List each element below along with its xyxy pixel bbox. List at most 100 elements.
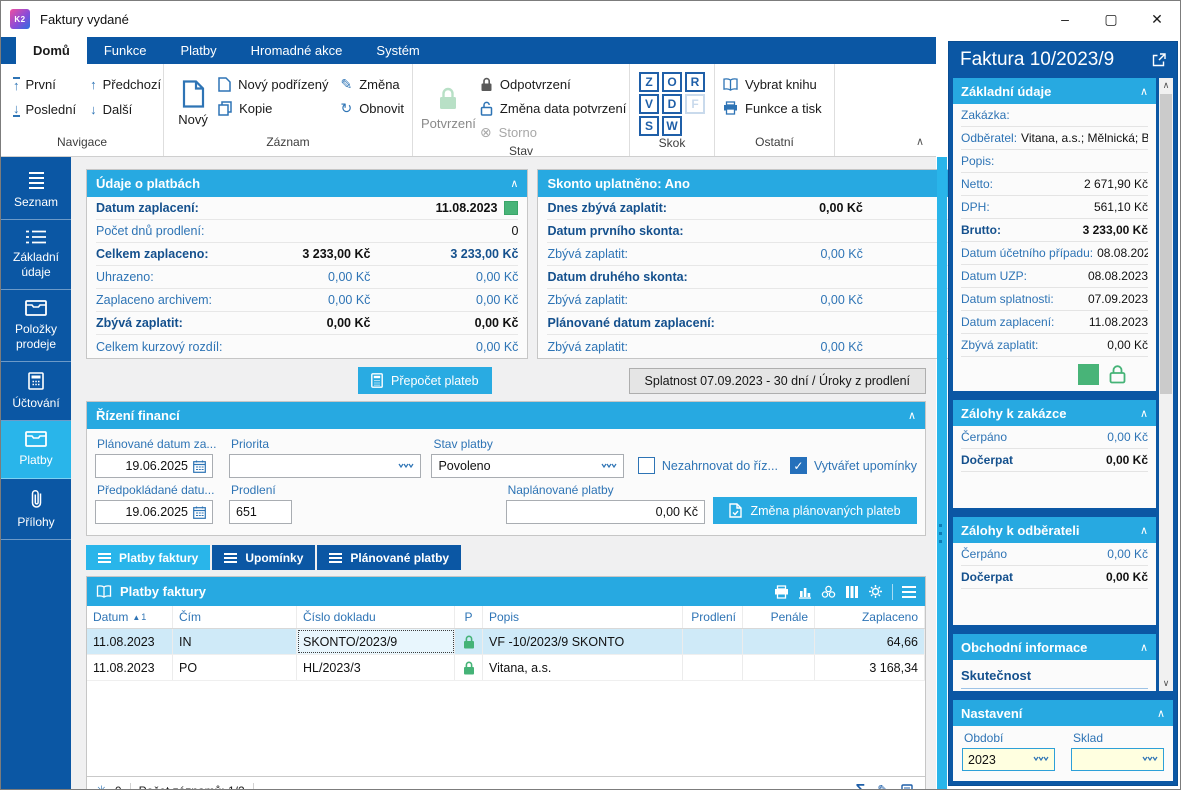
- edit-pencil-icon[interactable]: ✎: [877, 782, 889, 790]
- sidebar-item-zakladni-udaje[interactable]: Základní údaje: [1, 220, 71, 291]
- exclude-from-finance-checkbox[interactable]: [637, 457, 655, 474]
- column-header-penale[interactable]: Penále: [743, 606, 815, 628]
- column-header-zaplaceno[interactable]: Zaplaceno: [815, 606, 925, 628]
- period-combo[interactable]: 2023: [962, 748, 1055, 771]
- column-header-popis[interactable]: Popis: [483, 606, 683, 628]
- calendar-icon[interactable]: [193, 506, 206, 519]
- first-button[interactable]: ↑ První: [13, 77, 56, 93]
- collapse-icon[interactable]: ∧: [510, 178, 519, 190]
- select-book-button[interactable]: Vybrat knihu: [723, 72, 822, 96]
- sidebar-item-prilohy[interactable]: Přílohy: [1, 479, 71, 541]
- sidebar-item-polozky-prodeje[interactable]: Položky prodeje: [1, 290, 71, 362]
- jump-key-o[interactable]: O: [662, 72, 682, 92]
- refresh-button[interactable]: ↻ Obnovit: [340, 100, 404, 116]
- column-header-prodleni[interactable]: Prodlení: [683, 606, 743, 628]
- ribbon-tab-domu[interactable]: Domů: [16, 37, 87, 64]
- ribbon-collapse-icon[interactable]: ∧: [915, 136, 924, 148]
- detail-tab-bar: Platby faktury Upomínky Plánované platby: [86, 545, 926, 570]
- unconfirm-button[interactable]: Odpotvrzení: [480, 72, 626, 96]
- tab-planovane-platby[interactable]: Plánované platby: [317, 545, 462, 570]
- drawer-icon: [25, 300, 47, 317]
- chart-icon[interactable]: [798, 585, 812, 599]
- table-row[interactable]: 11.08.2023 IN SKONTO/2023/9 VF -10/2023/…: [87, 629, 925, 655]
- table-row[interactable]: 11.08.2023 PO HL/2023/3 Vitana, a.s. 3 1…: [87, 655, 925, 681]
- sidebar-item-platby[interactable]: Platby: [1, 421, 71, 479]
- add-document-icon[interactable]: [901, 783, 916, 789]
- jump-key-z[interactable]: Z: [639, 72, 659, 92]
- change-planned-payments-button[interactable]: Změna plánovaných plateb: [713, 497, 917, 524]
- last-button[interactable]: ↓ Poslední: [13, 101, 77, 117]
- scheduled-payments-input[interactable]: 0,00 Kč: [505, 500, 706, 524]
- planned-payment-date-input[interactable]: 19.06.2025: [95, 454, 213, 478]
- sum-icon[interactable]: Σ: [855, 781, 866, 790]
- minimize-button[interactable]: –: [1061, 11, 1069, 27]
- scroll-up-icon[interactable]: ∧: [1162, 80, 1170, 90]
- group-label-skok: Skok: [658, 136, 686, 150]
- previous-button[interactable]: ↑ Předchozí: [90, 77, 162, 92]
- new-child-button[interactable]: Nový podřízený: [218, 72, 328, 96]
- delay-input[interactable]: 651: [229, 500, 292, 524]
- change-button[interactable]: ✎ Změna: [340, 76, 400, 92]
- group-label-zaznam: Záznam: [266, 135, 310, 149]
- due-date-info-button[interactable]: Splatnost 07.09.2023 - 30 dní / Úroky z …: [628, 367, 926, 394]
- column-header-p[interactable]: P: [455, 606, 483, 628]
- jump-key-w[interactable]: W: [662, 116, 682, 136]
- jump-key-s[interactable]: S: [639, 116, 659, 136]
- column-header-cislo-dokladu[interactable]: Číslo dokladu: [297, 606, 455, 628]
- storno-button[interactable]: ⊗ Storno: [479, 124, 537, 140]
- ribbon-tab-hromadne-akce[interactable]: Hromadné akce: [250, 43, 343, 58]
- right-panel-scrollbar[interactable]: ∧ ∨: [1159, 78, 1173, 691]
- pencil-icon: ✎: [340, 76, 353, 92]
- collapse-icon[interactable]: ∧: [1156, 707, 1165, 720]
- collapse-icon[interactable]: ∧: [1139, 524, 1148, 537]
- filter-asterisk-icon[interactable]: ✳: [96, 782, 107, 790]
- scrollbar-thumb[interactable]: [1160, 94, 1172, 394]
- jump-key-v[interactable]: V: [639, 94, 659, 114]
- column-header-datum[interactable]: Datum ▲ 1: [87, 606, 173, 628]
- collapse-icon[interactable]: ∧: [1139, 407, 1148, 420]
- sidebar-item-seznam[interactable]: Seznam: [1, 162, 71, 221]
- tab-upominky[interactable]: Upomínky: [212, 545, 316, 570]
- jump-key-r[interactable]: R: [685, 72, 705, 92]
- function-print-button[interactable]: Funkce a tisk: [723, 96, 822, 120]
- arrow-down-icon: ↓: [90, 102, 97, 117]
- collapse-icon[interactable]: ∧: [1139, 641, 1148, 654]
- warehouse-combo[interactable]: [1071, 748, 1164, 771]
- change-confirm-date-button[interactable]: Změna data potvrzení: [480, 96, 626, 120]
- open-in-window-icon[interactable]: [1152, 53, 1166, 67]
- grouping-icon[interactable]: [821, 585, 836, 599]
- jump-key-d[interactable]: D: [662, 94, 682, 114]
- create-reminders-checkbox[interactable]: ✓: [789, 457, 807, 474]
- scroll-down-icon[interactable]: ∨: [1162, 678, 1170, 688]
- jump-key-f[interactable]: F: [685, 94, 705, 114]
- grid-title: Platby faktury: [120, 584, 206, 599]
- confirm-button[interactable]: Potvrzení: [421, 72, 476, 144]
- calendar-icon[interactable]: [193, 460, 206, 473]
- focused-cell[interactable]: SKONTO/2023/9: [297, 629, 455, 654]
- payment-state-combo[interactable]: Povoleno: [431, 454, 624, 478]
- copy-button[interactable]: Kopie: [218, 96, 328, 120]
- frozen-count: 0: [115, 784, 122, 790]
- next-button[interactable]: ↓ Další: [90, 102, 133, 117]
- priority-combo[interactable]: [229, 454, 422, 478]
- payments-grid-panel: Platby faktury Datum ▲ 1 Čím Číslo dokladu…: [86, 576, 926, 790]
- recalculate-payments-button[interactable]: Přepočet plateb: [358, 367, 492, 394]
- collapse-icon[interactable]: ∧: [1139, 85, 1148, 98]
- print-icon[interactable]: [774, 584, 789, 599]
- panel-splitter[interactable]: [937, 157, 947, 789]
- grid-menu-icon[interactable]: [902, 585, 916, 588]
- ribbon-tab-platby[interactable]: Platby: [180, 43, 217, 58]
- expected-payment-date-input[interactable]: 19.06.2025: [95, 500, 213, 524]
- maximize-button[interactable]: ▢: [1104, 10, 1118, 27]
- title-bar: K2 Faktury vydané – ▢ ✕: [1, 1, 1180, 37]
- columns-icon[interactable]: [845, 585, 859, 599]
- ribbon-tab-funkce[interactable]: Funkce: [103, 43, 147, 58]
- column-header-cim[interactable]: Čím: [173, 606, 297, 628]
- sidebar-item-uctovani[interactable]: Účtování: [1, 362, 71, 422]
- collapse-icon[interactable]: ∧: [907, 410, 916, 422]
- settings-gear-icon[interactable]: [868, 584, 883, 599]
- new-button[interactable]: Nový: [172, 72, 214, 135]
- ribbon-tab-system[interactable]: Systém: [376, 43, 420, 58]
- tab-platby-faktury[interactable]: Platby faktury: [86, 545, 211, 570]
- close-button[interactable]: ✕: [1151, 10, 1163, 27]
